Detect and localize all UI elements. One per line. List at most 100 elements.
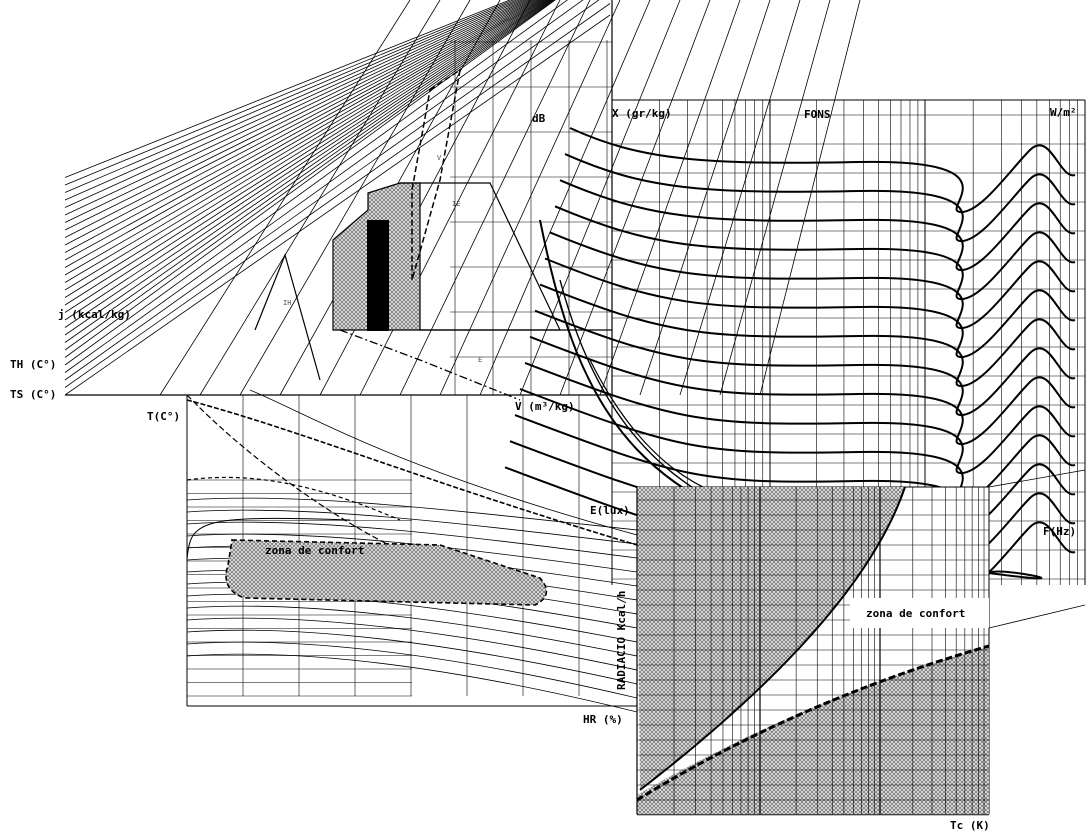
enthalpy-line	[64, 0, 569, 366]
dry-bulb-label: TS (C°)	[10, 388, 56, 401]
specific-volume-label: V (m³/kg)	[515, 400, 575, 413]
dry-bulb-line	[599, 0, 741, 396]
enthalpy-line	[64, 0, 600, 381]
enthalpy-line	[64, 0, 533, 238]
enthalpy-label: j (kcal/kg)	[58, 308, 131, 321]
illuminance-curve	[186, 629, 638, 685]
lighting-comfort-label: zona de confort	[265, 544, 364, 557]
enthalpy-line	[64, 0, 555, 351]
dry-bulb-line	[159, 0, 411, 396]
enthalpy-line	[64, 0, 540, 268]
enthalpy-line	[64, 0, 528, 223]
temperature-curve	[186, 476, 401, 521]
enthalpy-line	[64, 0, 584, 373]
illuminance-curve	[186, 653, 638, 713]
power-label: W/m²	[1050, 106, 1077, 119]
radiation-lower-boundary	[636, 644, 990, 802]
zone-ih-outline	[254, 253, 321, 381]
loudness-contour	[529, 335, 1076, 446]
enthalpy-line	[64, 14, 611, 396]
db-label: dB	[532, 112, 546, 125]
enthalpy-line	[64, 0, 531, 231]
illuminance-curve	[186, 605, 638, 657]
enthalpy-line	[64, 0, 556, 358]
enthalpy-line	[64, 0, 511, 178]
illuminance-curve	[186, 533, 638, 573]
enthalpy-line	[64, 3, 611, 388]
enthalpy-line	[64, 0, 547, 298]
loudness-contour	[559, 179, 1076, 272]
illuminance-label: E(lux)	[590, 504, 630, 517]
enthalpy-line	[64, 0, 545, 291]
enthalpy-line	[64, 0, 523, 208]
enthalpy-line	[64, 0, 554, 343]
comfort-zone-core	[367, 220, 389, 331]
radiation-chart	[636, 469, 1086, 816]
illuminance-curve	[186, 617, 638, 671]
dry-bulb-line	[199, 0, 441, 396]
radiation-axis-label: RADIACIO Kcal/h	[615, 591, 628, 690]
dry-bulb-line	[719, 0, 831, 396]
enthalpy-line	[64, 0, 548, 306]
loudness-contour	[569, 127, 1076, 214]
illuminance-curve	[186, 641, 638, 699]
color-temp-label: Tc (K)	[950, 819, 990, 832]
relative-humidity-label: HR (%)	[583, 713, 623, 726]
dry-bulb-line	[679, 0, 801, 396]
temperature-curve	[186, 517, 351, 561]
radiation-upper-boundary	[639, 486, 906, 791]
zone-v-label: V	[437, 154, 442, 162]
humidity-ratio-label: X (gr/kg)	[612, 107, 672, 120]
enthalpy-line	[64, 0, 549, 313]
zone-e-label: E	[478, 356, 482, 364]
radiation-comfort-strip	[850, 598, 989, 628]
illuminance-curve	[186, 593, 638, 643]
enthalpy-line	[64, 0, 518, 193]
illuminance-curve	[186, 509, 638, 545]
enthalpy-line	[64, 0, 553, 336]
psychrometric-zones	[254, 68, 561, 401]
temperature-label: T(C°)	[147, 410, 180, 423]
frequency-label: F(Hz)	[1043, 525, 1076, 538]
illuminance-curve	[186, 521, 638, 559]
enthalpy-line	[64, 0, 542, 276]
loudness-contour	[519, 388, 1076, 504]
radiation-hatched-lower	[637, 646, 989, 814]
loudness-contour	[554, 205, 1076, 301]
enthalpy-line	[64, 0, 552, 328]
dry-bulb-line	[439, 0, 621, 396]
dry-bulb-line	[239, 0, 471, 396]
equal-loudness-chart	[504, 99, 1086, 591]
enthalpy-line	[64, 0, 539, 261]
loudness-contour	[524, 361, 1076, 475]
loudness-contour	[549, 231, 1076, 330]
temperature-curve	[186, 399, 638, 546]
phon-label: FONS	[804, 108, 831, 121]
chart-labels: j (kcal/kg) TH (C°) TS (C°) X (gr/kg) V …	[10, 106, 1077, 832]
enthalpy-line	[64, 0, 515, 186]
loudness-contour	[544, 257, 1076, 359]
dry-bulb-line	[519, 0, 681, 396]
loudness-contour	[564, 153, 1076, 243]
zone-e-outline	[400, 182, 561, 331]
zone-ie-label: IE	[452, 200, 460, 208]
loudness-contour	[534, 309, 1076, 417]
radiation-hatched-upper	[637, 487, 905, 790]
zone-v-dashed	[411, 68, 462, 281]
loudness-contour	[539, 283, 1076, 388]
dry-bulb-line	[639, 0, 771, 396]
dry-bulb-line	[399, 0, 591, 396]
wet-bulb-label: TH (C°)	[10, 358, 56, 371]
enthalpy-line	[64, 0, 526, 216]
dry-bulb-line	[759, 0, 861, 396]
enthalpy-line	[64, 0, 537, 253]
zone-ih-label: IH	[283, 299, 291, 307]
enthalpy-line	[64, 0, 544, 283]
zone-e-lower	[339, 329, 521, 401]
dry-bulb-line	[479, 0, 651, 396]
enthalpy-line	[64, 0, 521, 201]
enthalpy-line	[64, 0, 535, 246]
illuminance-curve	[186, 497, 638, 531]
radiation-comfort-label: zona de confort	[866, 607, 965, 620]
